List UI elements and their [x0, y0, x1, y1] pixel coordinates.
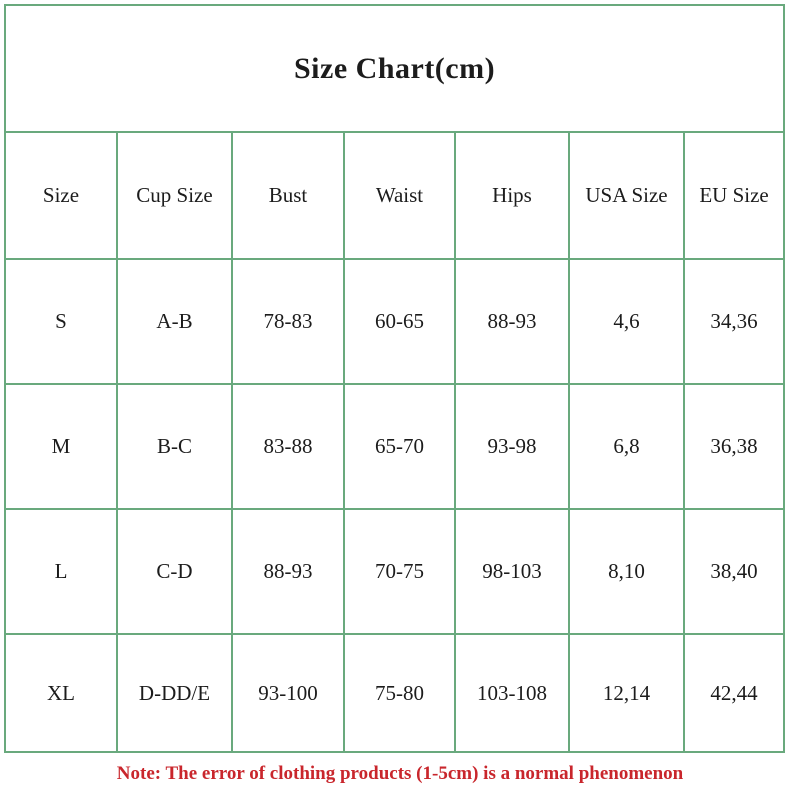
table-header-row: Size Cup Size Bust Waist Hips USA Size E… [4, 131, 786, 260]
error-tolerance-note: Note: The error of clothing products (1-… [116, 763, 684, 784]
table-cell: 38,40 [682, 508, 786, 635]
table-cell: 34,36 [682, 258, 786, 385]
table-cell: S [4, 258, 118, 385]
header-cell-cup-size: Cup Size [116, 131, 233, 260]
table-cell: 42,44 [682, 633, 786, 753]
table-cell: 6,8 [568, 383, 685, 510]
table-row-xl: XL D-DD/E 93-100 75-80 103-108 12,14 42,… [4, 633, 786, 753]
table-cell: 78-83 [231, 258, 345, 385]
header-cell-eu-size: EU Size [682, 131, 786, 260]
table-cell: 65-70 [343, 383, 456, 510]
header-cell-size: Size [4, 131, 118, 260]
table-cell: C-D [116, 508, 233, 635]
table-cell: 36,38 [682, 383, 786, 510]
header-cell-hips: Hips [454, 131, 570, 260]
table-cell: B-C [116, 383, 233, 510]
title-banner-row: Size Chart(cm) [3, 4, 786, 133]
table-cell: L [4, 508, 118, 635]
header-cell-waist: Waist [343, 131, 456, 260]
table-cell: 12,14 [568, 633, 685, 753]
table-row-s: S A-B 78-83 60-65 88-93 4,6 34,36 [4, 258, 786, 385]
header-cell-bust: Bust [231, 131, 345, 260]
table-row-m: M B-C 83-88 65-70 93-98 6,8 36,38 [4, 383, 786, 510]
header-cell-usa-size: USA Size [568, 131, 685, 260]
table-cell: 93-100 [231, 633, 345, 753]
table-cell: 75-80 [343, 633, 456, 753]
chart-title-banner: Size Chart(cm) [3, 4, 786, 133]
table-cell: 60-65 [343, 258, 456, 385]
table-cell: 88-93 [231, 508, 345, 635]
table-row-l: L C-D 88-93 70-75 98-103 8,10 38,40 [4, 508, 786, 635]
table-cell: 4,6 [568, 258, 685, 385]
table-cell: 83-88 [231, 383, 345, 510]
table-cell: A-B [116, 258, 233, 385]
table-cell: D-DD/E [116, 633, 233, 753]
size-chart-table: Size Chart(cm) Size Cup Size Bust Waist … [3, 4, 786, 753]
table-cell: M [4, 383, 118, 510]
table-cell: 8,10 [568, 508, 685, 635]
table-cell: 98-103 [454, 508, 570, 635]
table-cell: 70-75 [343, 508, 456, 635]
table-cell: 93-98 [454, 383, 570, 510]
table-cell: XL [4, 633, 118, 753]
table-cell: 88-93 [454, 258, 570, 385]
table-cell: 103-108 [454, 633, 570, 753]
